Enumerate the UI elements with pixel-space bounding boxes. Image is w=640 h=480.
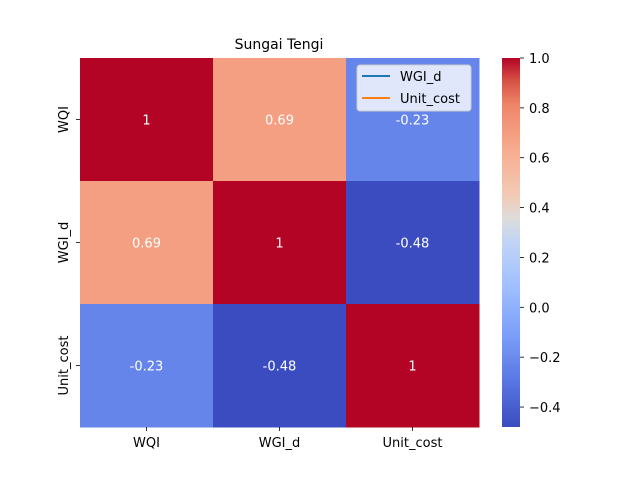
colorbar-tick-label: 0.2 [529, 251, 550, 266]
cell-labels: 1 0.69 -0.23 0.69 1 -0.48 -0.23 -0.48 1 [130, 114, 430, 375]
cell-label: -0.48 [263, 360, 297, 375]
colorbar-tick-label: 0.4 [529, 202, 550, 217]
x-tick-label: Unit_cost [383, 436, 443, 451]
y-tick-label: Unit_cost [57, 336, 72, 396]
x-axis: WQI WGI_d Unit_cost [133, 427, 442, 451]
colorbar: 1.0 0.8 0.6 0.4 0.2 0.0 −0.2 −0.4 [502, 52, 561, 427]
heatmap-cell [213, 304, 347, 428]
heatmap-cell [213, 181, 347, 305]
colorbar-gradient [502, 58, 520, 427]
colorbar-tick-label: −0.4 [529, 401, 561, 416]
cell-label: 0.69 [265, 114, 294, 129]
heatmap-cells [80, 58, 480, 428]
cell-label: 0.69 [132, 237, 161, 252]
cell-label: -0.48 [396, 237, 430, 252]
y-tick-label: WGI_d [57, 222, 72, 264]
legend-label: WGI_d [400, 70, 442, 85]
heatmap-cell [346, 304, 480, 428]
colorbar-tick-label: 0.8 [529, 102, 550, 117]
colorbar-tick-label: −0.2 [529, 351, 561, 366]
cell-label: 1 [408, 360, 416, 375]
y-tick-label: WQI [57, 106, 72, 133]
colorbar-tick-label: 0.0 [529, 301, 550, 316]
legend-label: Unit_cost [400, 92, 460, 107]
cell-label: 1 [142, 114, 150, 129]
heatmap-cell [213, 58, 347, 182]
chart-title: Sungai Tengi [235, 37, 324, 53]
cell-label: 1 [275, 237, 283, 252]
heatmap-cell [80, 181, 214, 305]
cell-label: -0.23 [130, 360, 164, 375]
heatmap-cell [346, 181, 480, 305]
colorbar-tick-label: 0.6 [529, 152, 550, 167]
heatmap-cell [80, 58, 214, 182]
x-tick-label: WGI_d [259, 436, 301, 451]
y-axis: WQI WGI_d Unit_cost [57, 106, 80, 395]
cell-label: -0.23 [396, 114, 430, 129]
x-tick-label: WQI [133, 436, 160, 451]
heatmap-cell [80, 304, 214, 428]
colorbar-tick-label: 1.0 [529, 52, 550, 67]
legend: WGI_d Unit_cost [356, 64, 472, 112]
